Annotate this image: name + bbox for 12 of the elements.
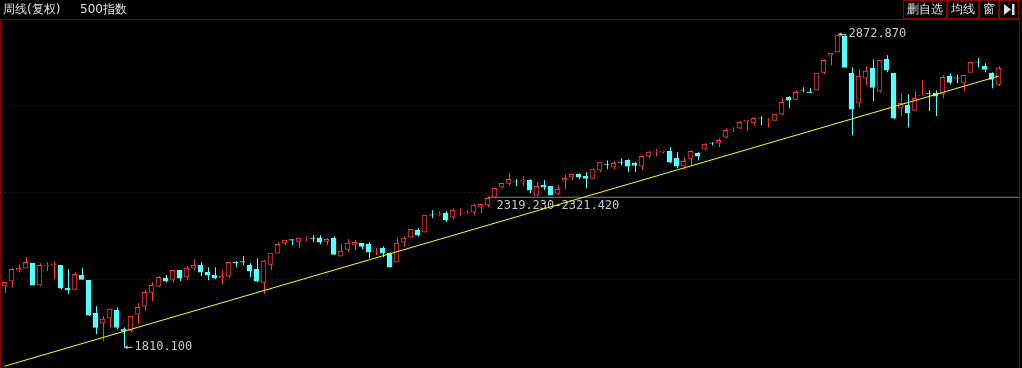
candlestick [918, 79, 925, 97]
candlestick [99, 315, 106, 342]
candlestick [50, 260, 57, 280]
chart-subtitle: 500指数 [80, 1, 127, 18]
annotation: 1810.100 [134, 339, 193, 354]
candlestick [806, 87, 813, 94]
text: 均线 [947, 0, 979, 19]
candlestick [64, 268, 71, 295]
chart-title: 周线(复权) [3, 1, 61, 18]
text: 窗 [979, 0, 999, 19]
annotation: 2872.870 [848, 26, 907, 41]
text: 删自选 [903, 0, 947, 19]
